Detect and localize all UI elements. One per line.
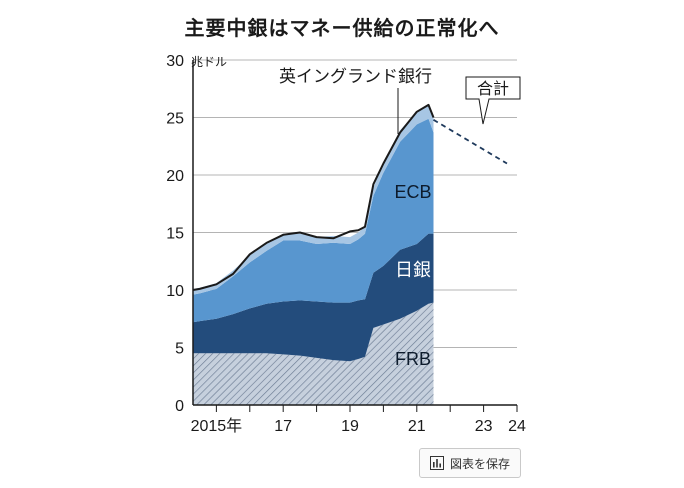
area-layer <box>193 104 434 405</box>
save-chart-button[interactable]: 図表を保存 <box>419 448 521 478</box>
y-tick-label-10: 10 <box>166 283 184 300</box>
bar-chart-icon <box>429 456 444 470</box>
y-tick-label-0: 0 <box>175 398 184 415</box>
series-label-boj: 日銀 <box>395 260 431 280</box>
projection-line <box>433 119 508 165</box>
x-tick-label-2021: 21 <box>408 418 426 435</box>
total-callout-box <box>465 76 521 125</box>
y-tick-label-25: 25 <box>166 111 184 128</box>
area-ecb <box>193 118 434 323</box>
y-tick-label-30: 30 <box>166 53 184 70</box>
chart-title: 主要中銀はマネー供給の正常化へ <box>184 16 500 40</box>
label-layer: 0 5 10 15 20 25 30 兆ドル 2015年 17 19 21 23 24 ECB 日銀 FRB 英イ… <box>166 53 526 435</box>
area-boe <box>193 104 434 295</box>
axis-layer <box>192 60 518 412</box>
series-label-ecb: ECB <box>394 182 431 202</box>
line-layer <box>192 103 508 291</box>
x-tick-label-2019: 19 <box>341 418 359 435</box>
y-tick-label-20: 20 <box>166 168 184 185</box>
x-tick-label-2017: 17 <box>274 418 292 435</box>
y-unit-label: 兆ドル <box>191 55 227 69</box>
total-label: 合計 <box>477 80 509 98</box>
x-tick-label-2024: 24 <box>508 418 526 435</box>
x-tick-label-2023: 23 <box>475 418 493 435</box>
total-line <box>192 103 435 291</box>
series-label-boe: 英イングランド銀行 <box>279 67 432 86</box>
save-chart-label: 図表を保存 <box>449 456 510 471</box>
series-label-frb: FRB <box>395 349 431 369</box>
y-tick-label-5: 5 <box>175 341 184 358</box>
area-frb <box>193 302 434 405</box>
x-tick-label-2015: 2015年 <box>191 417 243 435</box>
area-boj <box>193 233 434 362</box>
y-tick-label-15: 15 <box>166 226 184 243</box>
